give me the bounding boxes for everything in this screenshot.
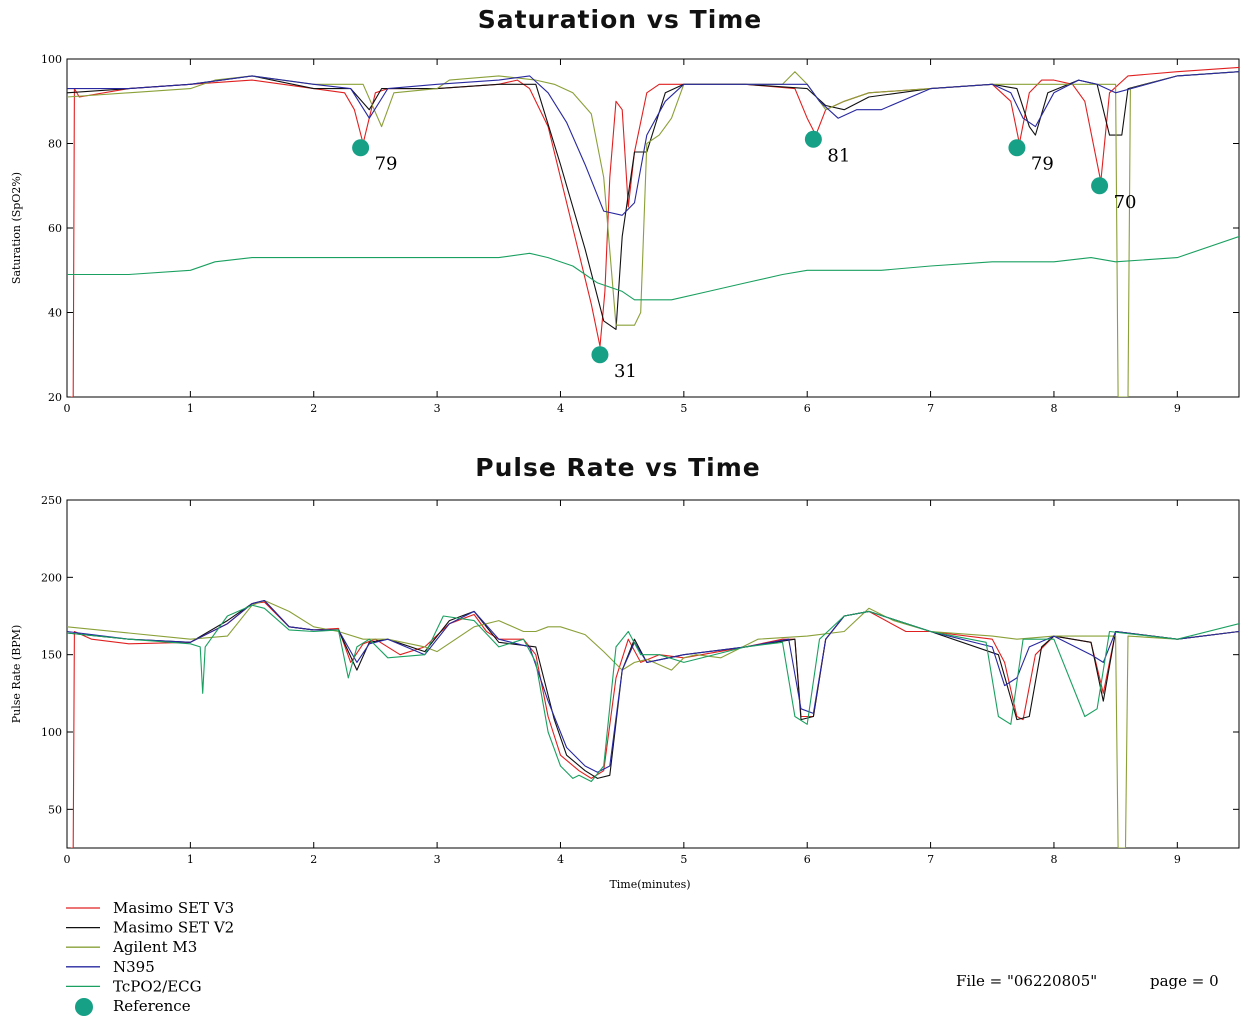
series-line-n395	[67, 599, 1239, 773]
reference-label: 79	[375, 154, 398, 175]
series-line-agilent-m3	[67, 599, 1239, 848]
reference-label: 70	[1114, 192, 1137, 213]
file-label: File = "06220805"	[956, 972, 1097, 990]
y-axis-label: Saturation (SpO2%)	[10, 172, 23, 284]
reference-point	[1008, 139, 1026, 157]
x-tick-label: 0	[64, 853, 71, 866]
x-tick-label: 0	[64, 402, 71, 415]
series-line-masimo-set-v3	[70, 66, 1239, 397]
page-label: page = 0	[1150, 972, 1219, 990]
y-tick-label: 100	[41, 53, 62, 66]
reference-point	[1091, 177, 1109, 195]
pulse-chart-title: Pulse Rate vs Time	[475, 453, 760, 482]
x-tick-label: 3	[434, 853, 441, 866]
saturation-chart-title: Saturation vs Time	[478, 5, 763, 34]
x-tick-label: 2	[310, 402, 317, 415]
x-tick-label: 5	[680, 853, 687, 866]
x-axis-label: Time(minutes)	[609, 878, 690, 891]
x-tick-label: 3	[434, 402, 441, 415]
series-line-agilent-m3	[67, 71, 1239, 397]
plot-frame	[66, 499, 1240, 849]
y-tick-label: 60	[48, 222, 62, 235]
x-tick-label: 7	[927, 402, 934, 415]
x-tick-label: 4	[557, 402, 564, 415]
x-tick-label: 8	[1050, 402, 1057, 415]
x-tick-label: 7	[927, 853, 934, 866]
legend-label: Agilent M3	[112, 938, 197, 956]
legend-label: Masimo SET V2	[113, 919, 234, 937]
x-tick-label: 6	[804, 402, 811, 415]
x-tick-label: 9	[1174, 402, 1181, 415]
legend-label: Masimo SET V3	[113, 899, 234, 917]
legend-label: TcPO2/ECG	[113, 977, 202, 995]
y-axis-label: Pulse Rate (BPM)	[10, 625, 23, 724]
y-tick-label: 40	[48, 307, 62, 320]
series-line-tcpo2-ecg	[67, 235, 1239, 301]
x-tick-label: 1	[187, 402, 194, 415]
y-tick-label: 50	[48, 803, 62, 816]
y-tick-label: 150	[41, 649, 62, 662]
reference-point	[591, 346, 609, 364]
legend-label: Reference	[113, 997, 191, 1015]
legend-label: N395	[113, 958, 155, 976]
y-tick-label: 80	[48, 138, 62, 151]
x-tick-label: 5	[680, 402, 687, 415]
y-tick-label: 200	[41, 571, 62, 584]
y-tick-label: 250	[41, 494, 62, 507]
saturation-plot: 0 1 2 3 4 5 6 7 8 9 20 40 60 80 100 Saturation (SpO2%) 7…	[10, 53, 1240, 415]
reference-label: 81	[827, 145, 850, 166]
x-tick-label: 6	[804, 853, 811, 866]
pulse-rate-plot: 0 1 2 3 4 5 6 7 8 9 50 100 150 200 250 Pulse Rate (BPM)	[10, 494, 1240, 866]
reference-point	[804, 130, 822, 148]
reference-point	[352, 139, 370, 157]
reference-label: 79	[1031, 154, 1054, 175]
series-line-masimo-set-v2	[67, 599, 1239, 779]
plot-frame	[66, 58, 1240, 398]
reference-label: 31	[614, 361, 637, 382]
series-line-masimo-set-v3	[70, 601, 1239, 848]
legend-marker-reference	[75, 998, 93, 1016]
y-tick-label: 20	[48, 391, 62, 404]
x-tick-label: 9	[1174, 853, 1181, 866]
series-line-n395	[67, 71, 1239, 216]
series-line-masimo-set-v2	[67, 71, 1239, 330]
y-tick-label: 100	[41, 726, 62, 739]
x-tick-label: 2	[310, 853, 317, 866]
x-tick-label: 1	[187, 853, 194, 866]
x-tick-label: 8	[1050, 853, 1057, 866]
x-tick-label: 4	[557, 853, 564, 866]
series-line-tcpo2-ecg	[67, 604, 1239, 783]
